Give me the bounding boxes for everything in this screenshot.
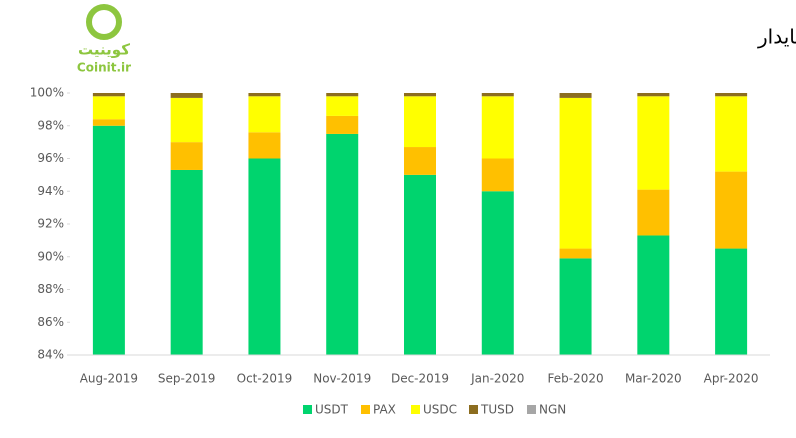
bar-segment bbox=[559, 258, 592, 355]
bar-segment bbox=[92, 125, 125, 355]
bar-segment bbox=[715, 96, 748, 172]
legend-label: NGN bbox=[539, 403, 566, 417]
legend-label: PAX bbox=[373, 403, 396, 417]
bar-segment bbox=[404, 93, 436, 97]
bar-segment bbox=[92, 96, 125, 120]
y-tick-label: 86% bbox=[37, 315, 64, 329]
bar-segment bbox=[404, 147, 436, 175]
y-tick-label: 90% bbox=[37, 249, 64, 263]
x-tick-label: Oct-2019 bbox=[237, 372, 293, 386]
legend-swatch bbox=[303, 405, 312, 414]
logo-icon bbox=[86, 4, 122, 40]
x-tick-label: Sep-2019 bbox=[158, 372, 216, 386]
bar-segment bbox=[559, 97, 592, 249]
bar-segment bbox=[481, 96, 514, 159]
logo-name: کوینیت bbox=[78, 41, 130, 59]
y-tick-label: 92% bbox=[37, 217, 64, 231]
bar-segment bbox=[170, 142, 203, 170]
legend-swatch bbox=[469, 405, 478, 414]
legend-swatch bbox=[411, 405, 420, 414]
bar-segment bbox=[715, 248, 748, 355]
bar-segment bbox=[637, 93, 670, 97]
bar-segment bbox=[326, 93, 359, 97]
bar-segment bbox=[715, 171, 748, 249]
legend-swatch bbox=[361, 405, 370, 414]
bar-segment bbox=[248, 132, 281, 159]
chart-title: حجم مبادله‌ی بیت کوین به رمزارز پایدار bbox=[757, 25, 796, 50]
y-tick-label: 88% bbox=[37, 282, 64, 296]
bar-segment bbox=[92, 119, 125, 126]
x-tick-label: Dec-2019 bbox=[391, 372, 449, 386]
legend-label: TUSD bbox=[480, 403, 514, 417]
bar-segment bbox=[170, 97, 203, 143]
x-tick-label: Apr-2020 bbox=[704, 372, 759, 386]
legend-swatch bbox=[527, 405, 536, 414]
bar-segment bbox=[559, 93, 592, 98]
x-tick-label: Aug-2019 bbox=[80, 372, 138, 386]
bar-segment bbox=[326, 133, 359, 355]
bar-segment bbox=[559, 248, 592, 259]
x-tick-label: Feb-2020 bbox=[547, 372, 603, 386]
bar-segment bbox=[326, 115, 359, 134]
bar-segment bbox=[637, 235, 670, 355]
bar-segment bbox=[248, 96, 281, 133]
y-tick-label: 100% bbox=[30, 86, 64, 100]
logo-domain: Coinit.ir bbox=[77, 61, 131, 75]
legend-label: USDC bbox=[423, 403, 457, 417]
x-tick-label: Jan-2020 bbox=[470, 372, 524, 386]
y-tick-label: 94% bbox=[37, 184, 64, 198]
bar-segment bbox=[170, 169, 203, 355]
bar-segment bbox=[481, 93, 514, 97]
bar-segment bbox=[637, 96, 670, 190]
y-tick-label: 84% bbox=[37, 348, 64, 362]
bar-segment bbox=[637, 189, 670, 236]
bars bbox=[92, 93, 748, 355]
bar-segment bbox=[481, 158, 514, 192]
bar-segment bbox=[404, 96, 436, 148]
y-tick-label: 96% bbox=[37, 151, 64, 165]
logo: کوینیت Coinit.ir bbox=[77, 4, 131, 75]
legend-label: USDT bbox=[315, 403, 349, 417]
y-tick-label: 98% bbox=[37, 118, 64, 132]
bar-segment bbox=[170, 93, 203, 98]
bar-segment bbox=[92, 93, 125, 97]
bar-segment bbox=[326, 96, 359, 116]
bar-segment bbox=[715, 93, 748, 97]
bar-segment bbox=[404, 174, 436, 355]
bar-segment bbox=[481, 191, 514, 355]
bar-segment bbox=[248, 93, 281, 97]
x-tick-label: Mar-2020 bbox=[625, 372, 682, 386]
bar-segment bbox=[248, 158, 281, 355]
x-tick-label: Nov-2019 bbox=[313, 372, 371, 386]
